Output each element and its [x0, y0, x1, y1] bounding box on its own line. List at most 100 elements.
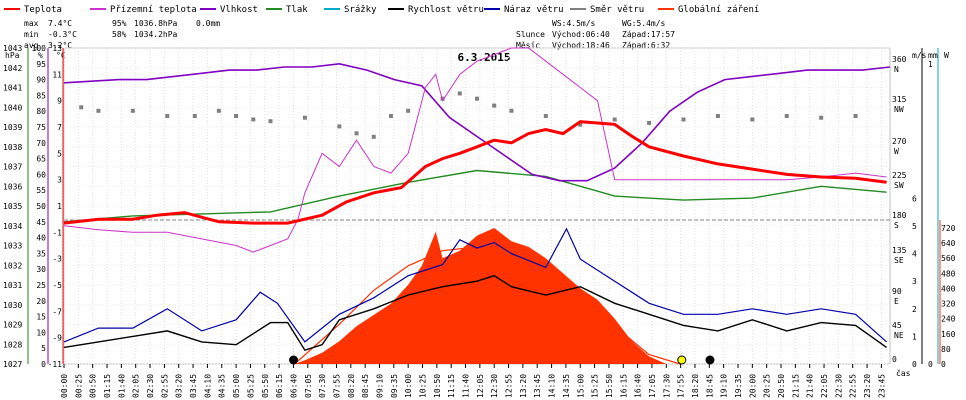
legend-label: Rychlost větru	[408, 5, 484, 15]
info-moon-rise: Východ:18:46	[552, 41, 610, 50]
info-block: WS:4.5m/s WG:5.4m/s Slunce Východ:06:40 …	[516, 19, 675, 50]
humidity-tick-label: 75	[36, 123, 46, 132]
solar-tick-label: 0	[941, 360, 946, 369]
x-tick-label: 15:50	[605, 374, 614, 398]
wind-direction-point	[578, 122, 583, 127]
humidity-unit: %	[38, 51, 43, 60]
pressure-tick-label: 1043	[3, 44, 22, 53]
wind-direction-tick-label: 270	[892, 137, 907, 146]
humidity-tick-label: 35	[36, 249, 46, 258]
x-tick-label: 14:35	[562, 374, 571, 398]
temperature-tick-label: 11	[52, 70, 62, 79]
humidity-tick-label: 65	[36, 155, 46, 164]
wind-direction-point	[819, 115, 824, 120]
x-tick-label: 06:15	[275, 374, 284, 398]
x-tick-label: 01:15	[103, 374, 112, 398]
x-tick-label: 16:40	[634, 374, 643, 398]
pressure-tick-label: 1031	[3, 281, 22, 290]
x-tick-label: 02:30	[146, 374, 155, 398]
temperature-line	[63, 120, 887, 225]
pressure-tick-label: 1039	[3, 123, 22, 132]
temperature-tick-label: -7	[52, 307, 62, 316]
x-tick-label: 17:55	[677, 374, 686, 398]
wind-direction-tick-label: 135	[892, 246, 907, 255]
wind-direction-compass-label: SW	[894, 181, 904, 190]
x-tick-label: 00:25	[74, 374, 83, 398]
info-ws: WS:4.5m/s	[552, 19, 596, 28]
pressure-tick-label: 1028	[3, 340, 22, 349]
x-tick-label: 18:45	[705, 374, 714, 398]
humidity-tick-label: 20	[36, 297, 46, 306]
wind-direction-point	[337, 124, 342, 129]
stat-max-press: 1036.8hPa	[134, 19, 178, 28]
x-tick-label: 22:05	[820, 374, 829, 398]
wind-direction-tick-label: 0	[892, 355, 897, 364]
x-tick-label: 23:45	[877, 374, 886, 398]
wind-direction-compass-label: S	[894, 221, 899, 230]
stat-min-label: min	[24, 30, 39, 39]
wind-speed-unit: m/s	[912, 51, 927, 60]
x-tick-label: 06:40	[289, 374, 298, 398]
solar-tick-label: 480	[941, 269, 956, 278]
temperature-tick-label: 9	[57, 97, 62, 106]
humidity-line	[63, 62, 891, 182]
wind-speed-line	[63, 274, 888, 352]
wind-direction-point	[302, 115, 307, 120]
x-tick-label: 08:20	[347, 374, 356, 398]
x-tick-label: 07:05	[304, 374, 313, 398]
x-tick-label: 19:35	[734, 374, 743, 398]
humidity-tick-label: 10	[36, 328, 46, 337]
rain-tick-label: 0	[928, 360, 933, 369]
humidity-tick-label: 40	[36, 234, 46, 243]
x-tick-label: 16:15	[619, 374, 628, 398]
wind-direction-compass-label: NW	[894, 105, 904, 114]
sunset-marker	[677, 355, 687, 365]
x-tick-label: 03:20	[175, 374, 184, 398]
stat-avg-temp: 3.2°C	[48, 41, 72, 50]
temperature-tick-label: -9	[52, 334, 62, 343]
legend-label: Vlhkost	[220, 5, 258, 15]
x-tick-label: 15:00	[576, 374, 585, 398]
wind-direction-compass-label: NE	[894, 331, 904, 340]
x-tick-label: 05:00	[232, 374, 241, 398]
pressure-tick-label: 1029	[3, 321, 22, 330]
pressure-tick-label: 1036	[3, 182, 22, 191]
wind-direction-point	[192, 114, 197, 118]
humidity-tick-label: 0	[41, 360, 46, 369]
plot-area	[63, 47, 891, 365]
pressure-tick-label: 1033	[3, 242, 22, 251]
wind-direction-point	[543, 114, 548, 118]
wind-direction-point	[492, 103, 497, 108]
stat-min-temp: -0.3°C	[48, 30, 77, 39]
wind-direction-tick-label: 45	[892, 321, 902, 330]
pressure-tick-label: 1042	[3, 64, 22, 73]
wind-direction-point	[234, 114, 239, 118]
x-tick-label: 19:10	[720, 374, 729, 398]
wind-direction-point	[216, 108, 221, 113]
wind-direction-point	[715, 114, 720, 118]
solar-tick-label: 400	[941, 284, 956, 293]
stat-min-press: 1034.2hPa	[134, 30, 178, 39]
x-tick-label: 13:20	[519, 374, 528, 398]
solar-tick-label: 160	[941, 330, 956, 339]
wind-direction-compass-label: N	[894, 65, 899, 74]
stat-max-hum: 95%	[112, 19, 127, 28]
humidity-tick-label: 70	[36, 139, 46, 148]
humidity-tick-label: 15	[36, 313, 46, 322]
humidity-tick-label: 30	[36, 265, 46, 274]
wind-direction-point	[96, 108, 101, 113]
pressure-tick-label: 1041	[3, 84, 22, 93]
x-axis: 00:00 00:25 00:50 01:15 01:40 02:05 02:30 02:55…	[60, 364, 886, 398]
solar-tick-label: 560	[941, 254, 956, 263]
x-tick-label: 00:00	[60, 374, 69, 398]
solar-tick-label: 640	[941, 239, 956, 248]
temperature-tick-label: 5	[57, 149, 62, 158]
wind-direction-compass-label: SE	[894, 256, 904, 265]
wind-direction-compass-label: E	[894, 297, 899, 306]
wind-direction-point	[784, 114, 789, 118]
stat-min-hum: 58%	[112, 30, 127, 39]
pressure-line	[63, 169, 887, 223]
temperature-tick-label: -1	[52, 228, 62, 237]
x-tick-label: 02:05	[132, 374, 141, 398]
